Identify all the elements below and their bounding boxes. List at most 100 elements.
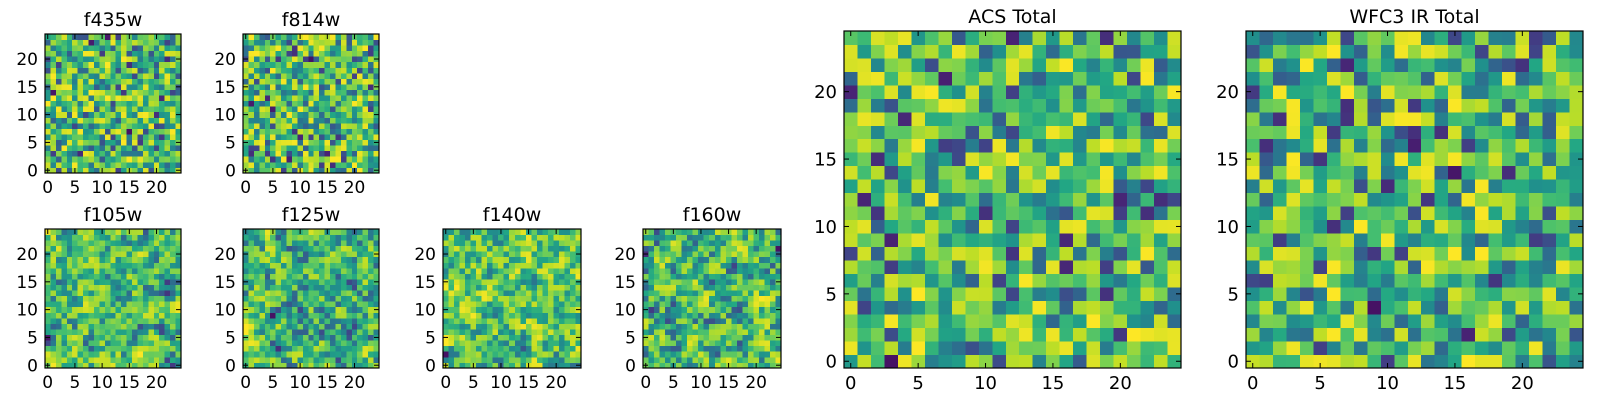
heatmap-cell bbox=[844, 71, 858, 86]
heatmap-cell bbox=[698, 273, 705, 280]
x-tick-label: 5 bbox=[912, 373, 923, 394]
heatmap-cell bbox=[88, 145, 95, 152]
heatmap-cell bbox=[764, 251, 771, 258]
heatmap-cell bbox=[66, 161, 73, 168]
heatmap-cell bbox=[93, 356, 100, 363]
heatmap-cell bbox=[1059, 57, 1074, 72]
heatmap-cell bbox=[248, 161, 255, 168]
heatmap-cell bbox=[992, 57, 1007, 72]
heatmap-cell bbox=[313, 229, 320, 235]
heatmap-cell bbox=[335, 150, 342, 157]
heatmap-cell bbox=[525, 262, 532, 269]
heatmap-cell bbox=[319, 56, 325, 63]
heatmap-cell bbox=[476, 273, 483, 280]
heatmap-cell bbox=[476, 295, 483, 302]
heatmap-cell bbox=[1127, 327, 1141, 342]
heatmap-cell bbox=[302, 156, 309, 163]
heatmap-cell bbox=[525, 317, 532, 324]
heatmap-cell bbox=[137, 111, 144, 118]
heatmap-cell bbox=[1005, 138, 1020, 153]
heatmap-cell bbox=[351, 122, 358, 129]
heatmap-cell bbox=[368, 78, 374, 85]
heatmap-cell bbox=[897, 246, 912, 261]
heatmap-cell bbox=[357, 290, 364, 297]
heatmap-cell bbox=[747, 323, 754, 330]
heatmap-cell bbox=[55, 362, 62, 369]
heatmap-cell bbox=[132, 290, 138, 297]
heatmap-cell bbox=[61, 256, 68, 263]
heatmap-cell bbox=[514, 334, 521, 341]
heatmap-cell bbox=[481, 290, 488, 297]
heatmap-cell bbox=[1259, 165, 1274, 180]
heatmap-cell bbox=[569, 234, 576, 241]
heatmap-cell bbox=[648, 334, 655, 341]
heatmap-cell bbox=[558, 262, 565, 269]
heatmap-cell bbox=[335, 345, 342, 352]
heatmap-cell bbox=[253, 262, 260, 269]
heatmap-cell bbox=[88, 84, 95, 90]
heatmap-cell bbox=[978, 84, 993, 99]
heatmap-cell bbox=[286, 150, 293, 157]
heatmap-cell bbox=[55, 295, 62, 302]
heatmap-cell bbox=[148, 34, 155, 40]
heatmap-cell bbox=[248, 229, 255, 235]
heatmap-cell bbox=[308, 56, 315, 63]
heatmap-cell bbox=[142, 45, 149, 52]
heatmap-cell bbox=[481, 267, 488, 274]
heatmap-cell bbox=[725, 295, 732, 302]
heatmap-cell bbox=[142, 345, 149, 352]
heatmap-cell bbox=[1380, 206, 1395, 221]
heatmap-cell bbox=[93, 161, 100, 168]
heatmap-cell bbox=[1154, 57, 1168, 72]
heatmap-cell bbox=[77, 167, 84, 174]
heatmap-cell bbox=[659, 240, 666, 247]
heatmap-cell bbox=[1529, 314, 1543, 328]
heatmap-cell bbox=[45, 39, 51, 46]
heatmap-cell bbox=[297, 234, 304, 241]
heatmap-cell bbox=[1326, 341, 1341, 355]
heatmap-cell bbox=[1380, 233, 1395, 248]
heatmap-cell bbox=[291, 306, 298, 313]
heatmap-cell bbox=[769, 334, 776, 341]
heatmap-cell bbox=[503, 340, 510, 347]
heatmap-cell bbox=[736, 323, 743, 330]
heatmap-cell bbox=[351, 267, 358, 274]
heatmap-cell bbox=[330, 167, 336, 174]
heatmap-cell bbox=[884, 354, 899, 369]
heatmap-cell bbox=[170, 161, 176, 168]
heatmap-cell bbox=[275, 345, 282, 352]
heatmap-cell bbox=[775, 301, 782, 308]
heatmap-cell bbox=[542, 323, 549, 330]
heatmap-cell bbox=[346, 290, 353, 297]
heatmap-cell bbox=[66, 117, 73, 124]
heatmap-cell bbox=[132, 229, 138, 235]
heatmap-cell bbox=[531, 273, 538, 280]
y-tick-label: 0 bbox=[826, 352, 837, 373]
heatmap-cell bbox=[45, 312, 51, 319]
heatmap-cell bbox=[115, 240, 122, 247]
heatmap-cell bbox=[1326, 287, 1341, 301]
heatmap-cell bbox=[324, 145, 331, 152]
heatmap-cell bbox=[454, 329, 460, 336]
x-tick-label: 5 bbox=[70, 373, 81, 393]
heatmap-cell bbox=[558, 317, 565, 324]
heatmap-cell bbox=[137, 78, 144, 85]
heatmap-cell bbox=[1461, 327, 1476, 342]
heatmap-cell bbox=[884, 206, 899, 221]
heatmap-cell bbox=[291, 145, 298, 152]
heatmap-cell bbox=[275, 150, 282, 157]
heatmap-cell bbox=[132, 111, 138, 118]
heatmap-cell bbox=[253, 39, 260, 46]
heatmap-cell bbox=[542, 262, 549, 269]
heatmap-cell bbox=[362, 95, 369, 102]
heatmap-cell bbox=[308, 89, 315, 96]
heatmap-cell bbox=[564, 340, 571, 347]
heatmap-cell bbox=[742, 262, 749, 269]
heatmap-cell bbox=[115, 134, 122, 141]
heatmap-cell bbox=[514, 295, 521, 302]
heatmap-cell bbox=[509, 351, 516, 358]
heatmap-cell bbox=[335, 167, 342, 174]
heatmap-cell bbox=[665, 306, 671, 313]
heatmap-cell bbox=[142, 122, 149, 129]
